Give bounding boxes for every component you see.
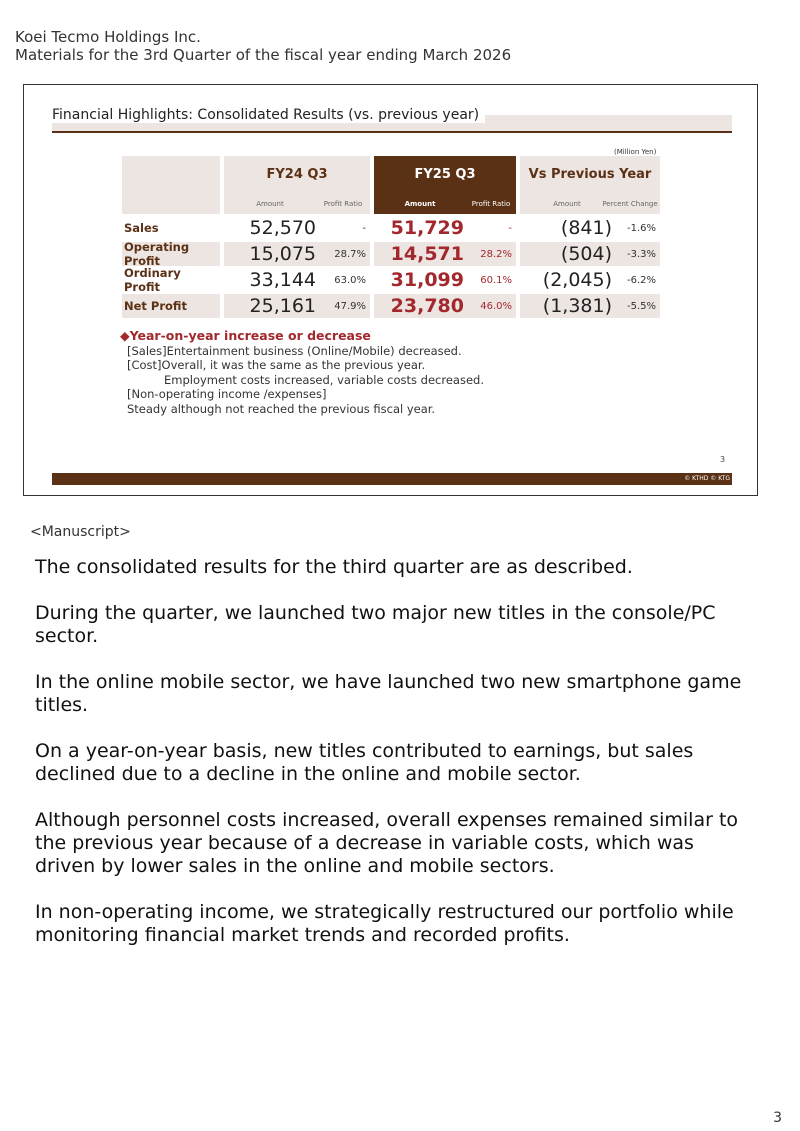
header-vs <box>520 156 660 214</box>
vs-amount: (1,381) <box>520 294 614 318</box>
slide-page-number: 3 <box>720 455 726 464</box>
notes-heading: ◆Year-on-year increase or decrease <box>120 328 371 343</box>
vs-percent: -1.6% <box>626 222 656 234</box>
vs-amount: (841) <box>560 217 612 239</box>
note-line: [Sales]Entertainment business (Online/Mo… <box>127 343 462 358</box>
manuscript-paragraph: In the online mobile sector, we have lau… <box>35 671 742 716</box>
col-fy25-ratio: Profit Ratio <box>471 200 511 208</box>
manuscript-paragraph: On a year-on-year basis, new titles cont… <box>35 740 694 785</box>
row-label: Operating Profit <box>122 240 220 268</box>
fy25-ratio: 60.1% <box>480 274 512 286</box>
fy24-amount: 25,161 <box>224 294 318 318</box>
note-line: Employment costs increased, variable cos… <box>164 372 484 387</box>
fy25-amount: 51,729 <box>390 217 464 239</box>
manuscript-paragraph: In non-operating income, we strategicall… <box>35 901 734 946</box>
manuscript-label: <Manuscript> <box>30 524 131 540</box>
header-blank <box>122 156 220 214</box>
row-label: Ordinary Profit <box>124 266 181 294</box>
fy24-amount: 33,144 <box>249 269 316 291</box>
note-line: [Cost]Overall, it was the same as the pr… <box>127 358 426 372</box>
manuscript-paragraph: Although personnel costs increased, over… <box>35 809 739 877</box>
fy25-ratio: 28.2% <box>466 242 516 266</box>
vs-amount: (2,045) <box>542 269 612 291</box>
fy25-amount: 23,780 <box>374 294 466 318</box>
col-fy24-ratio: Profit Ratio <box>323 200 363 208</box>
note-line: [Non-operating income /expenses] <box>127 387 327 401</box>
fy24-ratio: 63.0% <box>334 274 366 286</box>
unit-label: (Million Yen) <box>614 148 657 156</box>
col-fy25-amount: Amount <box>404 200 436 208</box>
title-divider <box>52 131 732 133</box>
footer-bar: © KTHD © KTG <box>52 473 732 485</box>
manuscript-body: The consolidated results for the third q… <box>35 556 755 970</box>
col-vs: Vs Previous Year <box>528 166 652 182</box>
slide-title-bar: Financial Highlights: Consolidated Resul… <box>52 107 732 132</box>
page-number: 3 <box>773 1110 782 1126</box>
fy24-ratio: 28.7% <box>318 242 370 266</box>
col-fy24: FY24 Q3 <box>266 166 328 182</box>
fy25-amount: 31,099 <box>390 269 464 291</box>
notes: ◆Year-on-year increase or decrease [Sale… <box>120 328 484 416</box>
fy24-ratio: - <box>362 222 366 234</box>
document-subtitle: Materials for the 3rd Quarter of the fis… <box>15 46 512 64</box>
vs-percent: -5.5% <box>614 294 660 318</box>
row-label: Net Profit <box>122 294 220 318</box>
header-fy24 <box>224 156 370 214</box>
fy25-amount: 14,571 <box>374 242 466 266</box>
fy24-amount: 15,075 <box>224 242 318 266</box>
col-fy24-amount: Amount <box>256 200 284 208</box>
slide-title: Financial Highlights: Consolidated Resul… <box>52 107 486 123</box>
col-fy25: FY25 Q3 <box>414 166 476 182</box>
vs-percent: -6.2% <box>626 274 656 286</box>
vs-amount: (504) <box>520 242 614 266</box>
manuscript-paragraph: During the quarter, we launched two majo… <box>35 602 716 647</box>
manuscript-paragraph: The consolidated results for the third q… <box>35 556 633 578</box>
note-line: Steady although not reached the previous… <box>127 401 436 416</box>
fy25-ratio: - <box>508 222 512 234</box>
col-vs-pct: Percent Change <box>602 200 658 208</box>
col-vs-amount: Amount <box>553 200 581 208</box>
fy24-ratio: 47.9% <box>318 294 370 318</box>
fy25-ratio: 46.0% <box>466 294 516 318</box>
fy24-amount: 52,570 <box>249 217 316 239</box>
company-name: Koei Tecmo Holdings Inc. <box>15 28 201 46</box>
header-fy25 <box>374 156 516 214</box>
row-label: Sales <box>124 221 159 235</box>
slide: Financial Highlights: Consolidated Resul… <box>23 84 758 496</box>
vs-percent: -3.3% <box>614 242 660 266</box>
copyright: © KTHD © KTG <box>684 475 730 482</box>
